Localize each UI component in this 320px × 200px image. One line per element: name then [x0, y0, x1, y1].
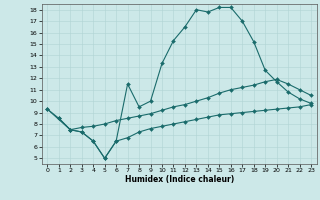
X-axis label: Humidex (Indice chaleur): Humidex (Indice chaleur)	[124, 175, 234, 184]
